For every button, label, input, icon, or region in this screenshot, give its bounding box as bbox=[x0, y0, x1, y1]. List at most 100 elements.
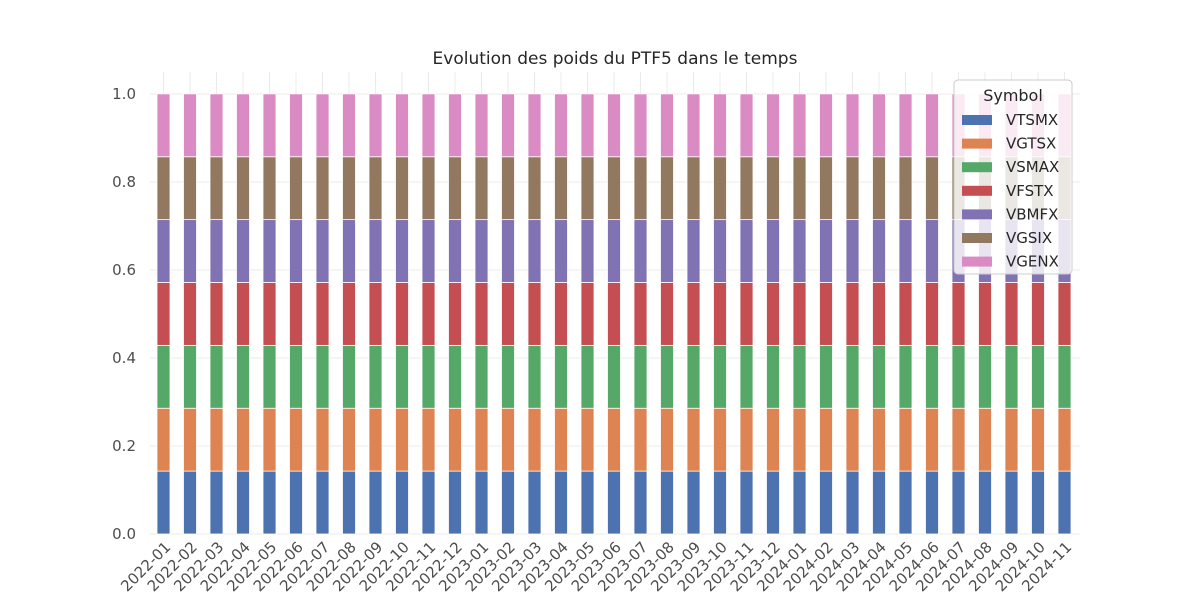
bar-segment-vtsmx bbox=[448, 470, 462, 535]
bar-segment-vfstx bbox=[925, 282, 939, 346]
bar-segment-vgsix bbox=[474, 156, 489, 221]
bar-segment-vgenx bbox=[395, 93, 409, 158]
bar-segment-vgenx bbox=[580, 93, 595, 158]
bar-segment-vtsmx bbox=[845, 470, 860, 535]
bar-segment-vgsix bbox=[315, 156, 330, 221]
bar-segment-vsmax bbox=[660, 344, 674, 409]
bar-segment-vgtsx bbox=[342, 407, 356, 472]
bar-segment-vgenx bbox=[474, 93, 489, 158]
bar-segment-vsmax bbox=[951, 344, 966, 409]
bar-segment-vgenx bbox=[633, 93, 648, 158]
bar-segment-vsmax bbox=[766, 344, 780, 409]
y-tick-label: 0.6 bbox=[112, 261, 136, 279]
bar-segment-vsmax bbox=[607, 344, 621, 409]
y-axis: 0.0 0.2 0.4 0.6 0.8 1.0 bbox=[112, 85, 136, 543]
bar-segment-vgenx bbox=[792, 93, 807, 158]
bar-segment-vfstx bbox=[660, 282, 674, 346]
bar-segment-vgsix bbox=[448, 156, 462, 221]
bar-segment-vbmfx bbox=[925, 219, 939, 283]
bar-segment-vfstx bbox=[978, 282, 992, 346]
bar-segment-vtsmx bbox=[766, 470, 780, 535]
bar-segment-vgtsx bbox=[368, 407, 383, 472]
bar-segment-vgtsx bbox=[1031, 407, 1045, 472]
bar-segment-vgenx bbox=[289, 93, 303, 158]
bar-segment-vbmfx bbox=[554, 219, 568, 283]
bar-segment-vgtsx bbox=[686, 407, 701, 472]
bar-segment-vgtsx bbox=[395, 407, 409, 472]
bar-segment-vgtsx bbox=[474, 407, 489, 472]
bar-segment-vsmax bbox=[156, 344, 171, 409]
bar-segment-vbmfx bbox=[766, 219, 780, 283]
bar-segment-vfstx bbox=[951, 282, 966, 346]
bar-segment-vbmfx bbox=[713, 219, 727, 283]
bar-segment-vbmfx bbox=[501, 219, 515, 283]
legend-swatch-vsmax bbox=[962, 162, 992, 173]
bar-segment-vgenx bbox=[845, 93, 860, 158]
bar-segment-vgtsx bbox=[633, 407, 648, 472]
bar-segment-vfstx bbox=[1057, 282, 1072, 346]
bar-segment-vgtsx bbox=[289, 407, 303, 472]
bar-segment-vgenx bbox=[236, 93, 250, 158]
bar-segment-vfstx bbox=[315, 282, 330, 346]
bar-segment-vfstx bbox=[607, 282, 621, 346]
legend-label-vsmax: VSMAX bbox=[1006, 158, 1059, 176]
bar-segment-vgsix bbox=[554, 156, 568, 221]
bar-segment-vtsmx bbox=[342, 470, 356, 535]
bar-segment-vtsmx bbox=[898, 470, 913, 535]
bar-segment-vsmax bbox=[395, 344, 409, 409]
bar-segment-vtsmx bbox=[713, 470, 727, 535]
bar-segment-vgsix bbox=[766, 156, 780, 221]
bar-segment-vgsix bbox=[501, 156, 515, 221]
bar-segment-vgtsx bbox=[713, 407, 727, 472]
bar-segment-vbmfx bbox=[448, 219, 462, 283]
legend-swatch-vfstx bbox=[962, 185, 992, 196]
bar-segment-vbmfx bbox=[898, 219, 913, 283]
bar-segment-vbmfx bbox=[421, 219, 436, 283]
bar-segment-vgsix bbox=[342, 156, 356, 221]
bar-segment-vtsmx bbox=[368, 470, 383, 535]
bar-segment-vfstx bbox=[1031, 282, 1045, 346]
bar-segment-vsmax bbox=[368, 344, 383, 409]
bar-segment-vgsix bbox=[739, 156, 754, 221]
bar-segment-vgsix bbox=[792, 156, 807, 221]
bar-segment-vbmfx bbox=[792, 219, 807, 283]
bar-segment-vtsmx bbox=[183, 470, 197, 535]
bar-segment-vfstx bbox=[633, 282, 648, 346]
bar-segment-vsmax bbox=[898, 344, 913, 409]
bar-segment-vgtsx bbox=[315, 407, 330, 472]
bar-segment-vfstx bbox=[183, 282, 197, 346]
bar-segment-vgtsx bbox=[209, 407, 224, 472]
bar-segment-vtsmx bbox=[660, 470, 674, 535]
y-tick-label: 0.8 bbox=[112, 173, 136, 191]
legend-swatch-vgtsx bbox=[962, 138, 992, 149]
bar-segment-vgtsx bbox=[156, 407, 171, 472]
bar-segment-vgtsx bbox=[660, 407, 674, 472]
bar-segment-vsmax bbox=[262, 344, 277, 409]
bar-segment-vsmax bbox=[1057, 344, 1072, 409]
bar-segment-vbmfx bbox=[236, 219, 250, 283]
bar-segment-vsmax bbox=[448, 344, 462, 409]
bar-segment-vsmax bbox=[527, 344, 542, 409]
bar-segment-vbmfx bbox=[819, 219, 833, 283]
bar-segment-vgsix bbox=[395, 156, 409, 221]
bar-segment-vtsmx bbox=[289, 470, 303, 535]
bar-segment-vsmax bbox=[872, 344, 886, 409]
legend-label-vbmfx: VBMFX bbox=[1006, 205, 1058, 223]
bar-segment-vgsix bbox=[580, 156, 595, 221]
bar-segment-vgsix bbox=[262, 156, 277, 221]
bar-segment-vbmfx bbox=[686, 219, 701, 283]
chart-title: Evolution des poids du PTF5 dans le temp… bbox=[433, 49, 798, 69]
bar-segment-vgtsx bbox=[501, 407, 515, 472]
bar-segment-vsmax bbox=[739, 344, 754, 409]
bar-segment-vsmax bbox=[1004, 344, 1019, 409]
bar-segment-vtsmx bbox=[209, 470, 224, 535]
bar-segment-vbmfx bbox=[739, 219, 754, 283]
bar-segment-vgtsx bbox=[448, 407, 462, 472]
bar-segment-vbmfx bbox=[209, 219, 224, 283]
legend-swatch-vtsmx bbox=[962, 115, 992, 125]
bar-segment-vgsix bbox=[660, 156, 674, 221]
bar-segment-vfstx bbox=[421, 282, 436, 346]
bar-segment-vbmfx bbox=[607, 219, 621, 283]
bar-segment-vgenx bbox=[448, 93, 462, 158]
